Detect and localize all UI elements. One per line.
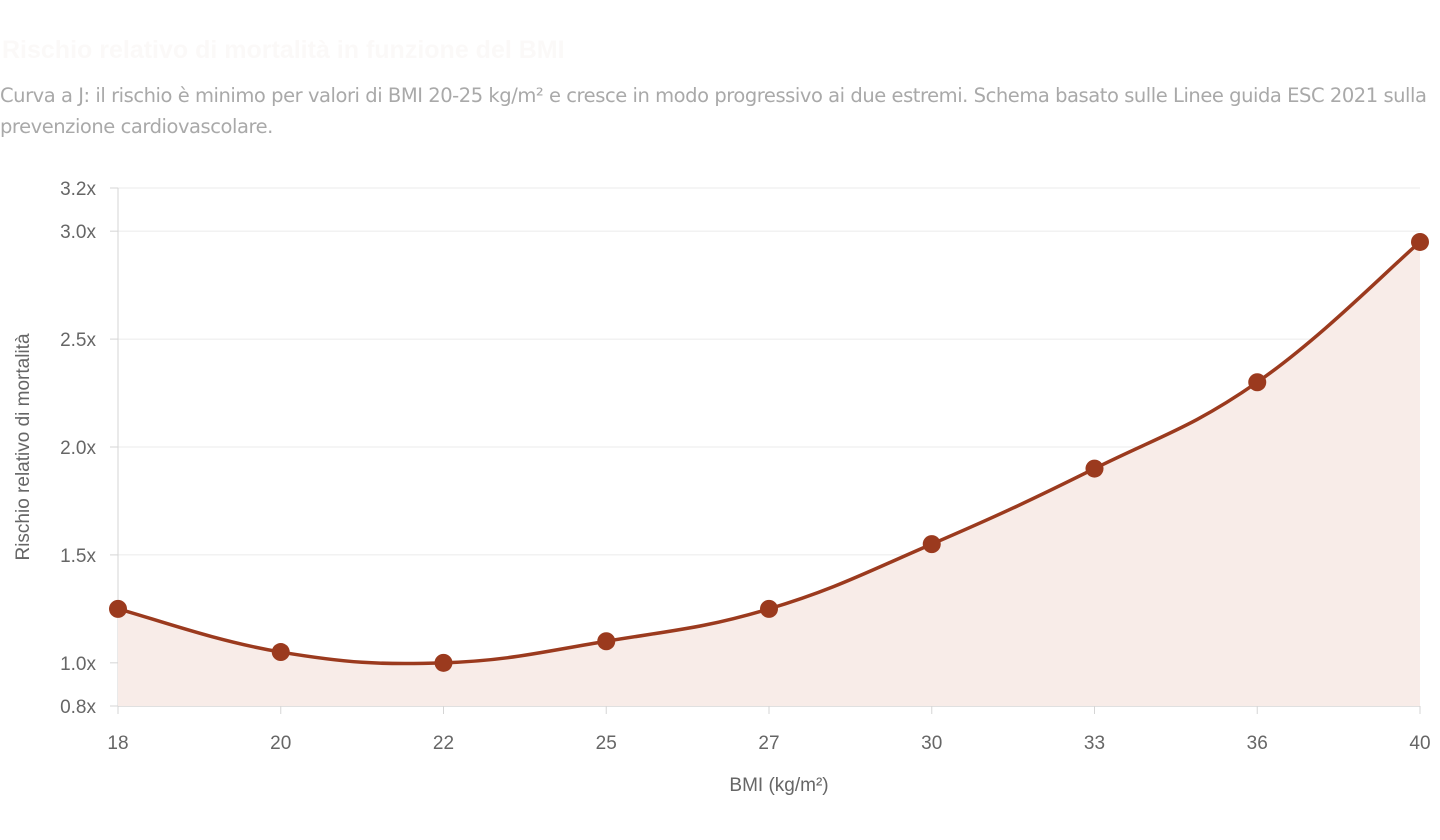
series-line — [117, 240, 1422, 666]
y-axis-ticks: 0.8x 1.0x 1.5x 2.0x 2.5x 3.0x 3.2x — [60, 179, 96, 718]
x-axis-title: BMI (kg/m²) — [729, 775, 828, 796]
data-point[interactable] — [760, 599, 778, 618]
data-point[interactable] — [922, 535, 941, 554]
data-point[interactable] — [1411, 232, 1429, 251]
y-tick-label: 3.0x — [60, 222, 96, 243]
x-axis-ticks: 18 20 22 25 27 30 33 36 40 — [107, 706, 1431, 754]
chart-subtitle: Curva a J: il rischio è minimo per valor… — [0, 84, 1427, 138]
x-tick-label: 18 — [107, 733, 128, 754]
y-tick-label: 2.0x — [60, 438, 96, 459]
y-tick-label: 1.0x — [60, 654, 96, 675]
y-tick-label: 0.8x — [60, 697, 96, 718]
y-tick-label: 1.5x — [60, 546, 96, 567]
data-point[interactable] — [1085, 459, 1104, 478]
x-tick-label: 22 — [433, 733, 454, 754]
y-tick-label: 2.5x — [60, 330, 96, 351]
y-tick-label: 3.2x — [60, 179, 96, 200]
chart-title: Rischio relativo di mortalità in funzion… — [2, 36, 565, 64]
data-point[interactable] — [434, 653, 453, 672]
data-points — [109, 232, 1429, 672]
x-tick-label: 36 — [1247, 733, 1268, 754]
data-point[interactable] — [597, 632, 616, 651]
x-tick-label: 40 — [1409, 733, 1430, 754]
y-axis-title: Rischio relativo di mortalità — [13, 333, 34, 560]
data-point[interactable] — [1248, 373, 1267, 392]
x-tick-label: 33 — [1084, 733, 1105, 754]
x-tick-label: 27 — [758, 733, 779, 754]
data-point[interactable] — [109, 599, 127, 618]
x-tick-label: 20 — [270, 733, 291, 754]
area-fill — [118, 241, 1420, 707]
data-point[interactable] — [271, 643, 290, 662]
x-tick-label: 30 — [921, 733, 942, 754]
x-tick-label: 25 — [596, 733, 617, 754]
